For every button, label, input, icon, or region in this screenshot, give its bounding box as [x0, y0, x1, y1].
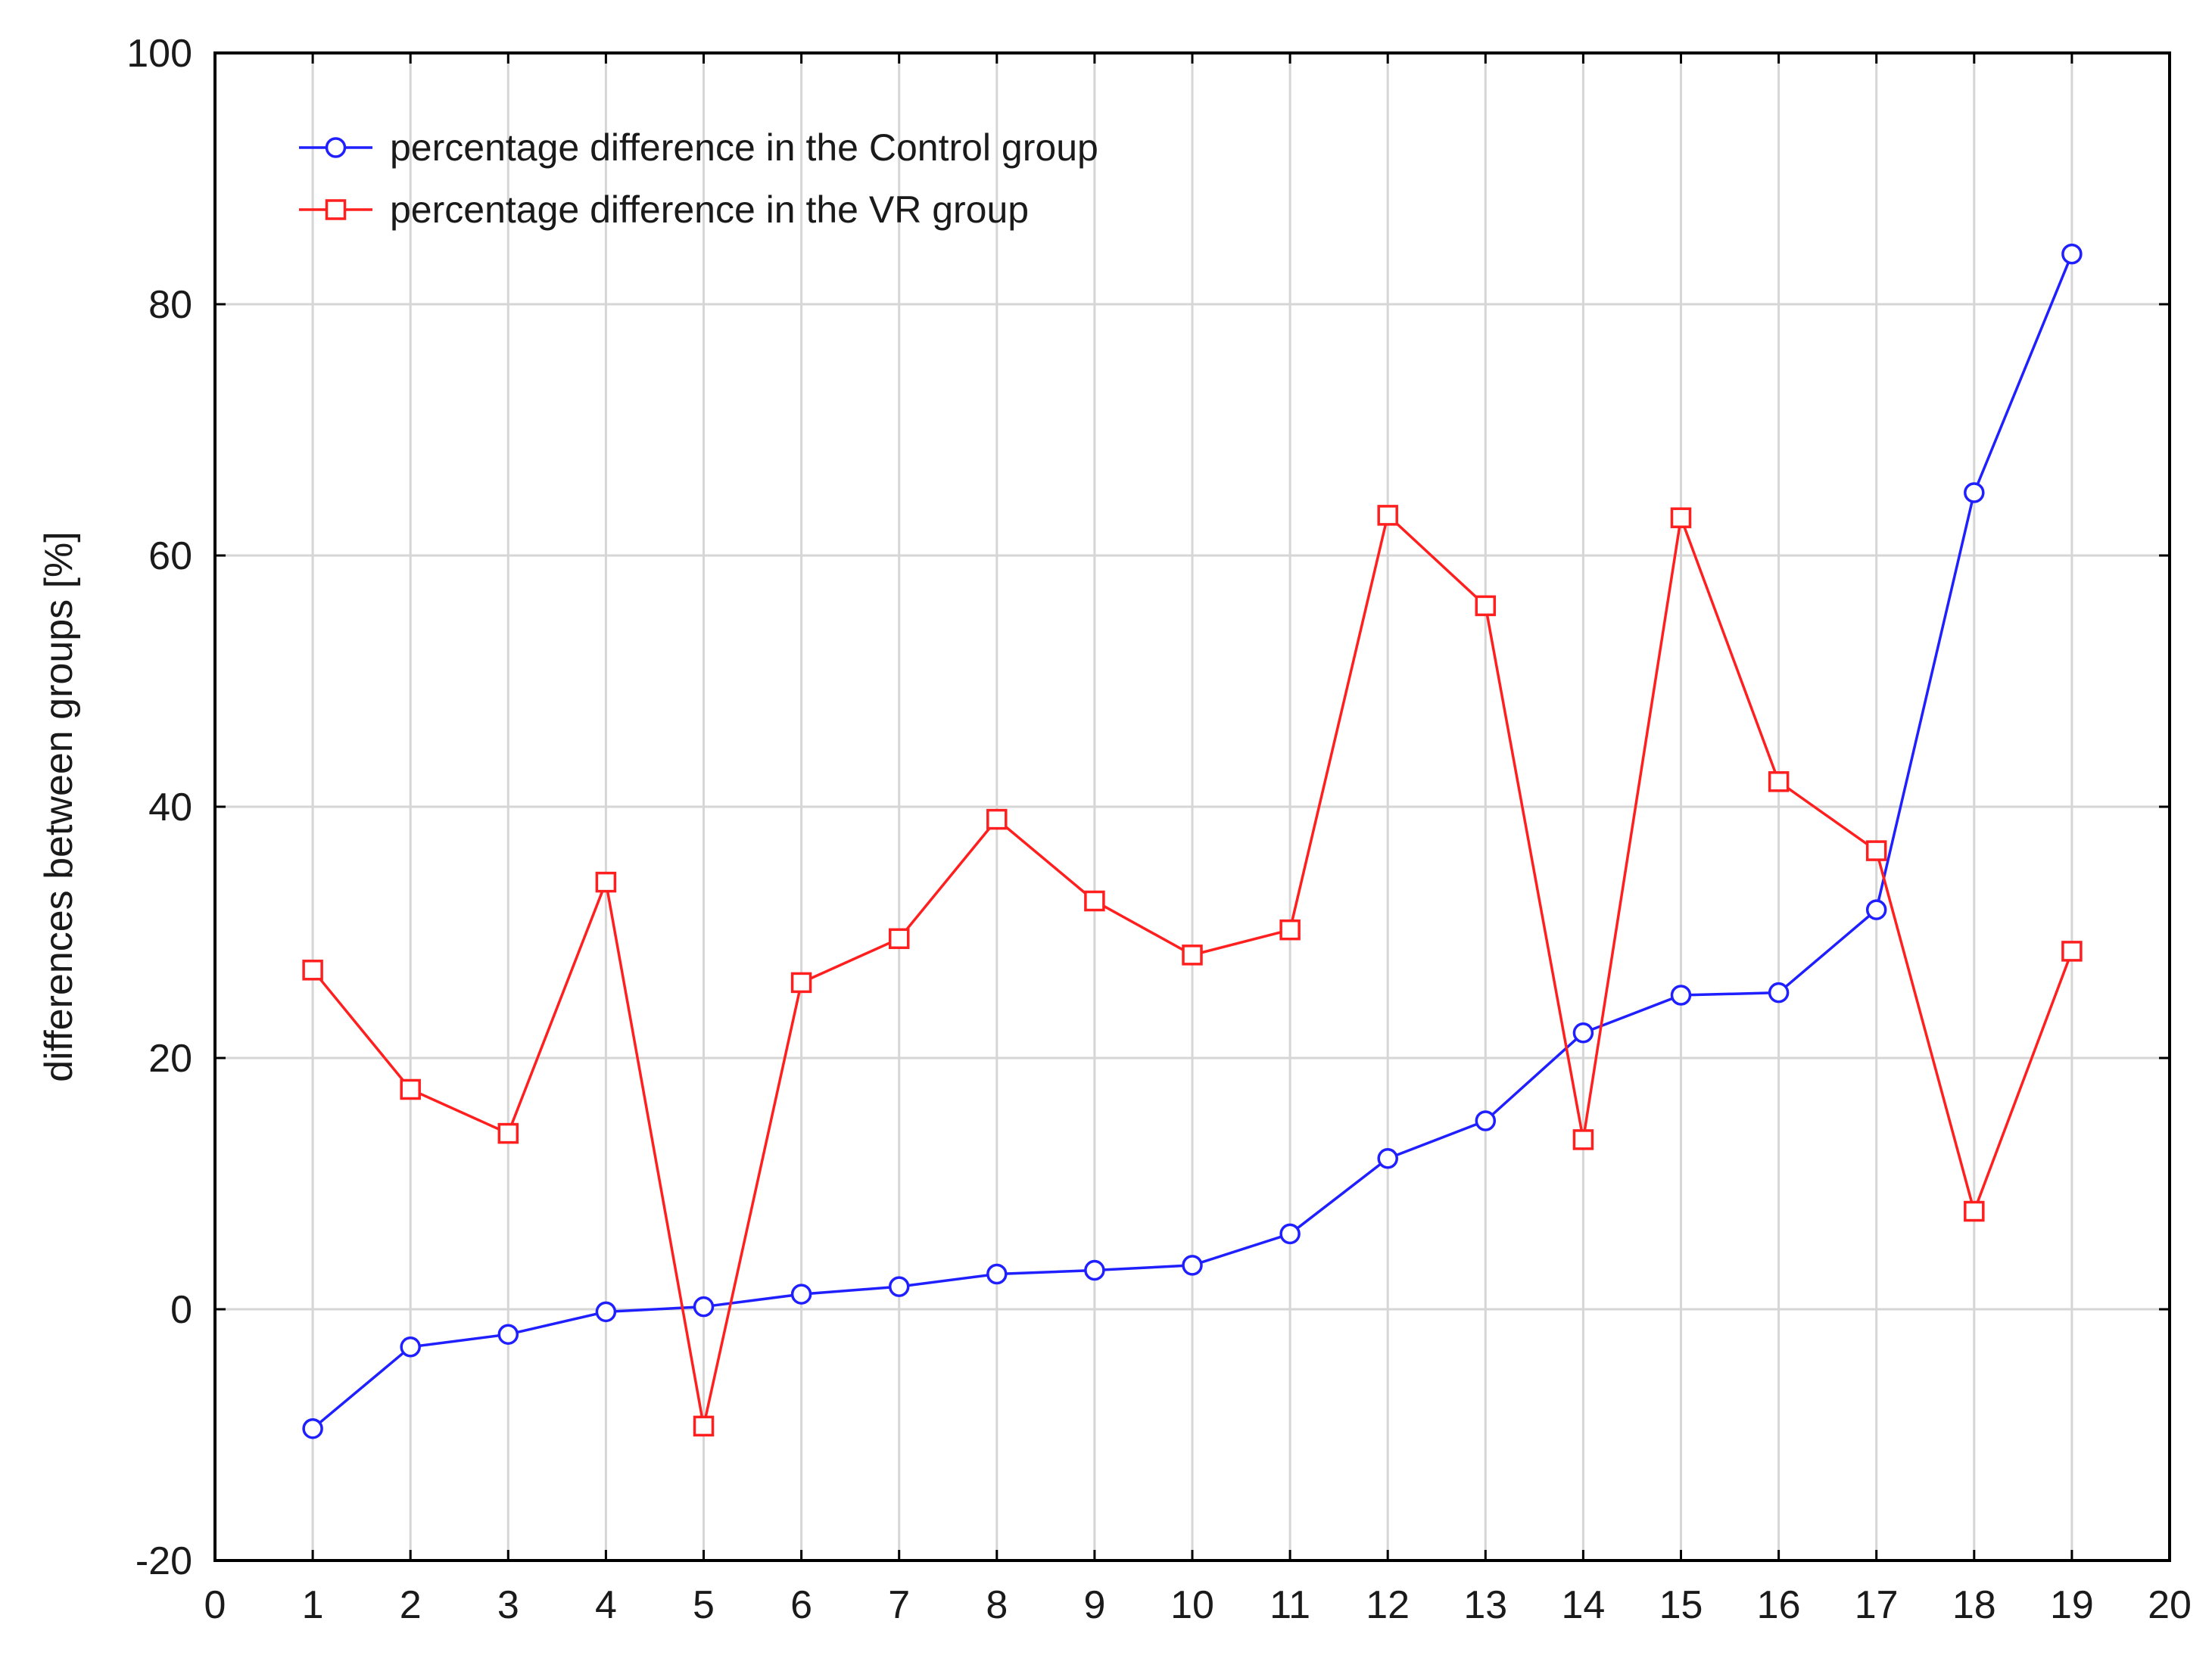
data-point [1768, 982, 1790, 1004]
legend-marker [325, 199, 347, 220]
x-tick-label: 9 [1083, 1583, 1105, 1627]
x-tick-label: 6 [790, 1583, 812, 1627]
data-point [1964, 1200, 1985, 1222]
data-point [1475, 1110, 1497, 1131]
x-tick-label: 2 [400, 1583, 422, 1627]
legend-item: percentage difference in the VR group [299, 188, 1029, 231]
data-point [400, 1078, 421, 1100]
series-control [302, 243, 2083, 1439]
data-point [1475, 595, 1497, 617]
series-layer [302, 243, 2083, 1439]
y-tick-label: 80 [148, 283, 192, 327]
legend-label: percentage difference in the Control gro… [390, 126, 1098, 169]
x-tick-label: 16 [1757, 1583, 1801, 1627]
data-point [1670, 507, 1692, 528]
data-point [986, 808, 1008, 830]
data-point [595, 871, 617, 893]
y-tick-label: 40 [148, 786, 192, 829]
x-axis-tick-labels: 0 1 2 3 4 5 6 7 8 9 10 11 12 13 14 15 16 17 18 19 20 [204, 1583, 2192, 1627]
x-tick-label: 3 [497, 1583, 519, 1627]
data-point [1865, 840, 1887, 861]
data-point [693, 1296, 715, 1318]
data-point [1182, 944, 1203, 966]
x-tick-label: 11 [1270, 1583, 1310, 1627]
x-tick-label: 15 [1659, 1583, 1703, 1627]
data-point [1182, 1255, 1203, 1276]
legend-marker [325, 137, 347, 158]
data-point [1964, 482, 1985, 503]
y-axis-label: differences between groups [%] [37, 531, 81, 1082]
data-point [1377, 1148, 1398, 1169]
data-point [888, 1276, 910, 1297]
axis-ticks [213, 51, 2171, 1562]
data-point [1084, 1259, 1105, 1281]
legend: percentage difference in the Control gro… [299, 126, 1098, 231]
data-point [1768, 771, 1790, 792]
x-tick-label: 1 [302, 1583, 324, 1627]
x-tick-label: 10 [1170, 1583, 1214, 1627]
data-point [693, 1415, 715, 1437]
data-point [888, 928, 910, 950]
data-point [2061, 243, 2083, 265]
y-tick-label: 20 [148, 1037, 192, 1081]
x-tick-label: 14 [1561, 1583, 1605, 1627]
y-tick-label: -20 [136, 1539, 192, 1583]
x-tick-label: 20 [2148, 1583, 2192, 1627]
x-tick-label: 4 [595, 1583, 617, 1627]
data-point [1279, 1223, 1301, 1245]
data-point [497, 1122, 519, 1144]
x-tick-label: 19 [2050, 1583, 2094, 1627]
grid-lines [215, 53, 2170, 1561]
y-axis-tick-labels: -20 0 20 40 60 80 100 [126, 32, 192, 1583]
y-tick-label: 0 [170, 1288, 192, 1332]
data-point [790, 1284, 812, 1305]
data-point [790, 972, 812, 994]
data-point [1377, 505, 1398, 526]
data-point [302, 960, 323, 981]
data-point [595, 1301, 617, 1323]
x-tick-label: 5 [693, 1583, 715, 1627]
series-vr [302, 505, 2083, 1437]
x-tick-label: 13 [1463, 1583, 1507, 1627]
data-point [497, 1324, 519, 1345]
data-point [1084, 890, 1105, 912]
data-point [400, 1336, 421, 1358]
x-tick-label: 8 [986, 1583, 1008, 1627]
x-tick-label: 17 [1855, 1583, 1899, 1627]
data-point [986, 1263, 1008, 1285]
x-tick-label: 0 [204, 1583, 226, 1627]
data-point [1279, 919, 1301, 941]
data-point [302, 1417, 323, 1439]
legend-item: percentage difference in the Control gro… [299, 126, 1098, 169]
data-point [1670, 985, 1692, 1006]
data-point [1572, 1022, 1594, 1044]
x-tick-label: 18 [1952, 1583, 1996, 1627]
data-point [1572, 1129, 1594, 1150]
legend-label: percentage difference in the VR group [390, 188, 1029, 231]
y-tick-label: 100 [126, 32, 192, 76]
data-point [2061, 941, 2083, 962]
y-tick-label: 60 [148, 534, 192, 578]
data-point [1865, 899, 1887, 920]
x-tick-label: 7 [888, 1583, 910, 1627]
x-tick-label: 12 [1366, 1583, 1410, 1627]
